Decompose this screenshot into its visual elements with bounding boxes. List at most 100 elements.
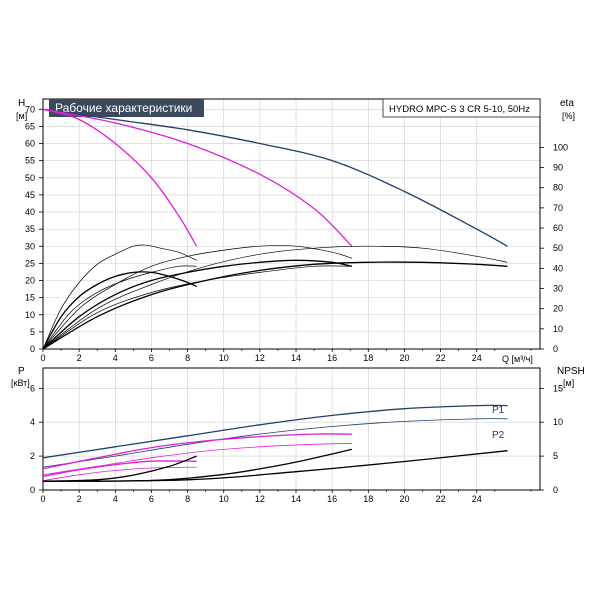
bottom-ytick-label: 2 xyxy=(30,451,35,461)
top-y2tick-label: 0 xyxy=(553,344,558,354)
top-head-curve-0 xyxy=(42,108,508,247)
bottom-P1-curve-0 xyxy=(42,404,508,459)
top-head-curve-1 xyxy=(42,108,353,247)
top-eta-curve-9 xyxy=(42,265,197,350)
product-label: HYDRO MPC-S 3 CR 5-10, 50Hz xyxy=(389,104,530,115)
top-ytick-label: 10 xyxy=(25,310,35,320)
top-xtick-label: 16 xyxy=(327,353,337,363)
top-ytick-label: 15 xyxy=(25,293,35,303)
top-eta-curve-10 xyxy=(42,265,353,350)
top-ytick-label: 55 xyxy=(25,156,35,166)
eta-axis-label: eta xyxy=(560,98,574,109)
top-head-curve-2 xyxy=(42,108,198,247)
top-xtick-label: 14 xyxy=(291,353,301,363)
bottom-xtick-label: 22 xyxy=(436,494,446,504)
top-ytick-label: 5 xyxy=(30,327,35,337)
bottom-ytick-label: 4 xyxy=(30,417,35,427)
bottom-xtick-label: 24 xyxy=(472,494,482,504)
top-ytick-label: 40 xyxy=(25,207,35,217)
top-ytick-label: 60 xyxy=(25,139,35,149)
bottom-xtick-label: 6 xyxy=(149,494,154,504)
bottom-P1-curve-2 xyxy=(42,433,353,470)
npsh-axis-unit: [м] xyxy=(563,378,574,388)
top-xtick-label: 18 xyxy=(363,353,373,363)
p-axis-unit: [кВт] xyxy=(11,378,30,388)
top-ytick-label: 50 xyxy=(25,173,35,183)
bottom-y2tick-label: 10 xyxy=(553,417,563,427)
product-box xyxy=(382,98,541,118)
bottom-curves xyxy=(42,404,508,482)
top-eta-curve-6 xyxy=(42,244,197,350)
top-xtick-label: 4 xyxy=(113,353,118,363)
p2-label: P2 xyxy=(492,430,505,441)
top-ytick-label: 25 xyxy=(25,258,35,268)
title-box xyxy=(49,99,204,117)
bottom-npsh-curve-8 xyxy=(42,450,508,482)
bottom-xtick-label: 12 xyxy=(255,494,265,504)
top-eta-curve-7 xyxy=(42,245,353,350)
bottom-ytick-label: 6 xyxy=(30,383,35,393)
top-ytick-label: 20 xyxy=(25,276,35,286)
top-xtick-label: 2 xyxy=(77,353,82,363)
top-ytick-label: 0 xyxy=(30,344,35,354)
top-ytick-label: 65 xyxy=(25,121,35,131)
top-y2tick-label: 70 xyxy=(553,203,563,213)
top-y2tick-label: 40 xyxy=(553,263,563,273)
top-y2tick-label: 10 xyxy=(553,324,563,334)
bottom-xtick-label: 14 xyxy=(291,494,301,504)
top-xtick-label: 24 xyxy=(472,353,482,363)
top-axis-ticks: 0 2 4 6 8 10 12 14 16 18 20 22 240510152025303540455… xyxy=(25,104,568,363)
top-xtick-label: 22 xyxy=(436,353,446,363)
eta-axis-unit: [%] xyxy=(562,111,575,121)
bottom-xtick-label: 18 xyxy=(363,494,373,504)
q-axis-label: Q [м³/ч] xyxy=(502,354,533,364)
top-xtick-label: 6 xyxy=(149,353,154,363)
bottom-ytick-label: 0 xyxy=(30,485,35,495)
top-y2tick-label: 50 xyxy=(553,243,563,253)
bottom-P2-curve-1 xyxy=(42,418,508,468)
top-curves xyxy=(42,108,508,350)
bottom-y2tick-label: 0 xyxy=(553,485,558,495)
top-y2tick-label: 20 xyxy=(553,304,563,314)
top-xtick-label: 20 xyxy=(399,353,409,363)
top-eta-curve-4 xyxy=(42,259,353,350)
top-eta-curve-8 xyxy=(42,245,508,350)
top-xtick-label: 12 xyxy=(255,353,265,363)
top-y2tick-label: 80 xyxy=(553,183,563,193)
h-axis-label: H xyxy=(18,98,25,109)
chart-title: Рабочие характеристики xyxy=(55,101,192,115)
top-y2tick-label: 30 xyxy=(553,284,563,294)
top-eta-curve-3 xyxy=(42,271,197,350)
top-xtick-label: 8 xyxy=(185,353,190,363)
top-xtick-label: 10 xyxy=(219,353,229,363)
bottom-xtick-label: 8 xyxy=(185,494,190,504)
bottom-P1-curve-4 xyxy=(42,460,197,478)
bottom-xtick-label: 0 xyxy=(40,494,45,504)
top-ytick-label: 45 xyxy=(25,190,35,200)
h-axis-unit: [м] xyxy=(16,111,27,121)
top-ytick-label: 30 xyxy=(25,241,35,251)
bottom-xtick-label: 2 xyxy=(77,494,82,504)
top-y2tick-label: 60 xyxy=(553,223,563,233)
bottom-xtick-label: 10 xyxy=(219,494,229,504)
bottom-plot-frame xyxy=(42,367,541,491)
top-plot-frame xyxy=(42,98,541,350)
bottom-xtick-label: 16 xyxy=(327,494,337,504)
top-ytick-label: 70 xyxy=(25,104,35,114)
p-axis-label: P xyxy=(18,366,25,377)
bottom-xtick-label: 4 xyxy=(113,494,118,504)
bottom-xtick-label: 20 xyxy=(399,494,409,504)
top-y2tick-label: 90 xyxy=(553,163,563,173)
top-plot-grid xyxy=(42,99,540,350)
p1-label: P1 xyxy=(492,405,505,416)
top-y2tick-label: 100 xyxy=(553,142,568,152)
bottom-y2tick-label: 15 xyxy=(553,383,563,393)
bottom-y2tick-label: 5 xyxy=(553,451,558,461)
npsh-axis-label: NPSH xyxy=(557,366,585,377)
top-eta-curve-5 xyxy=(42,261,508,350)
top-ytick-label: 35 xyxy=(25,224,35,234)
top-xtick-label: 0 xyxy=(40,353,45,363)
